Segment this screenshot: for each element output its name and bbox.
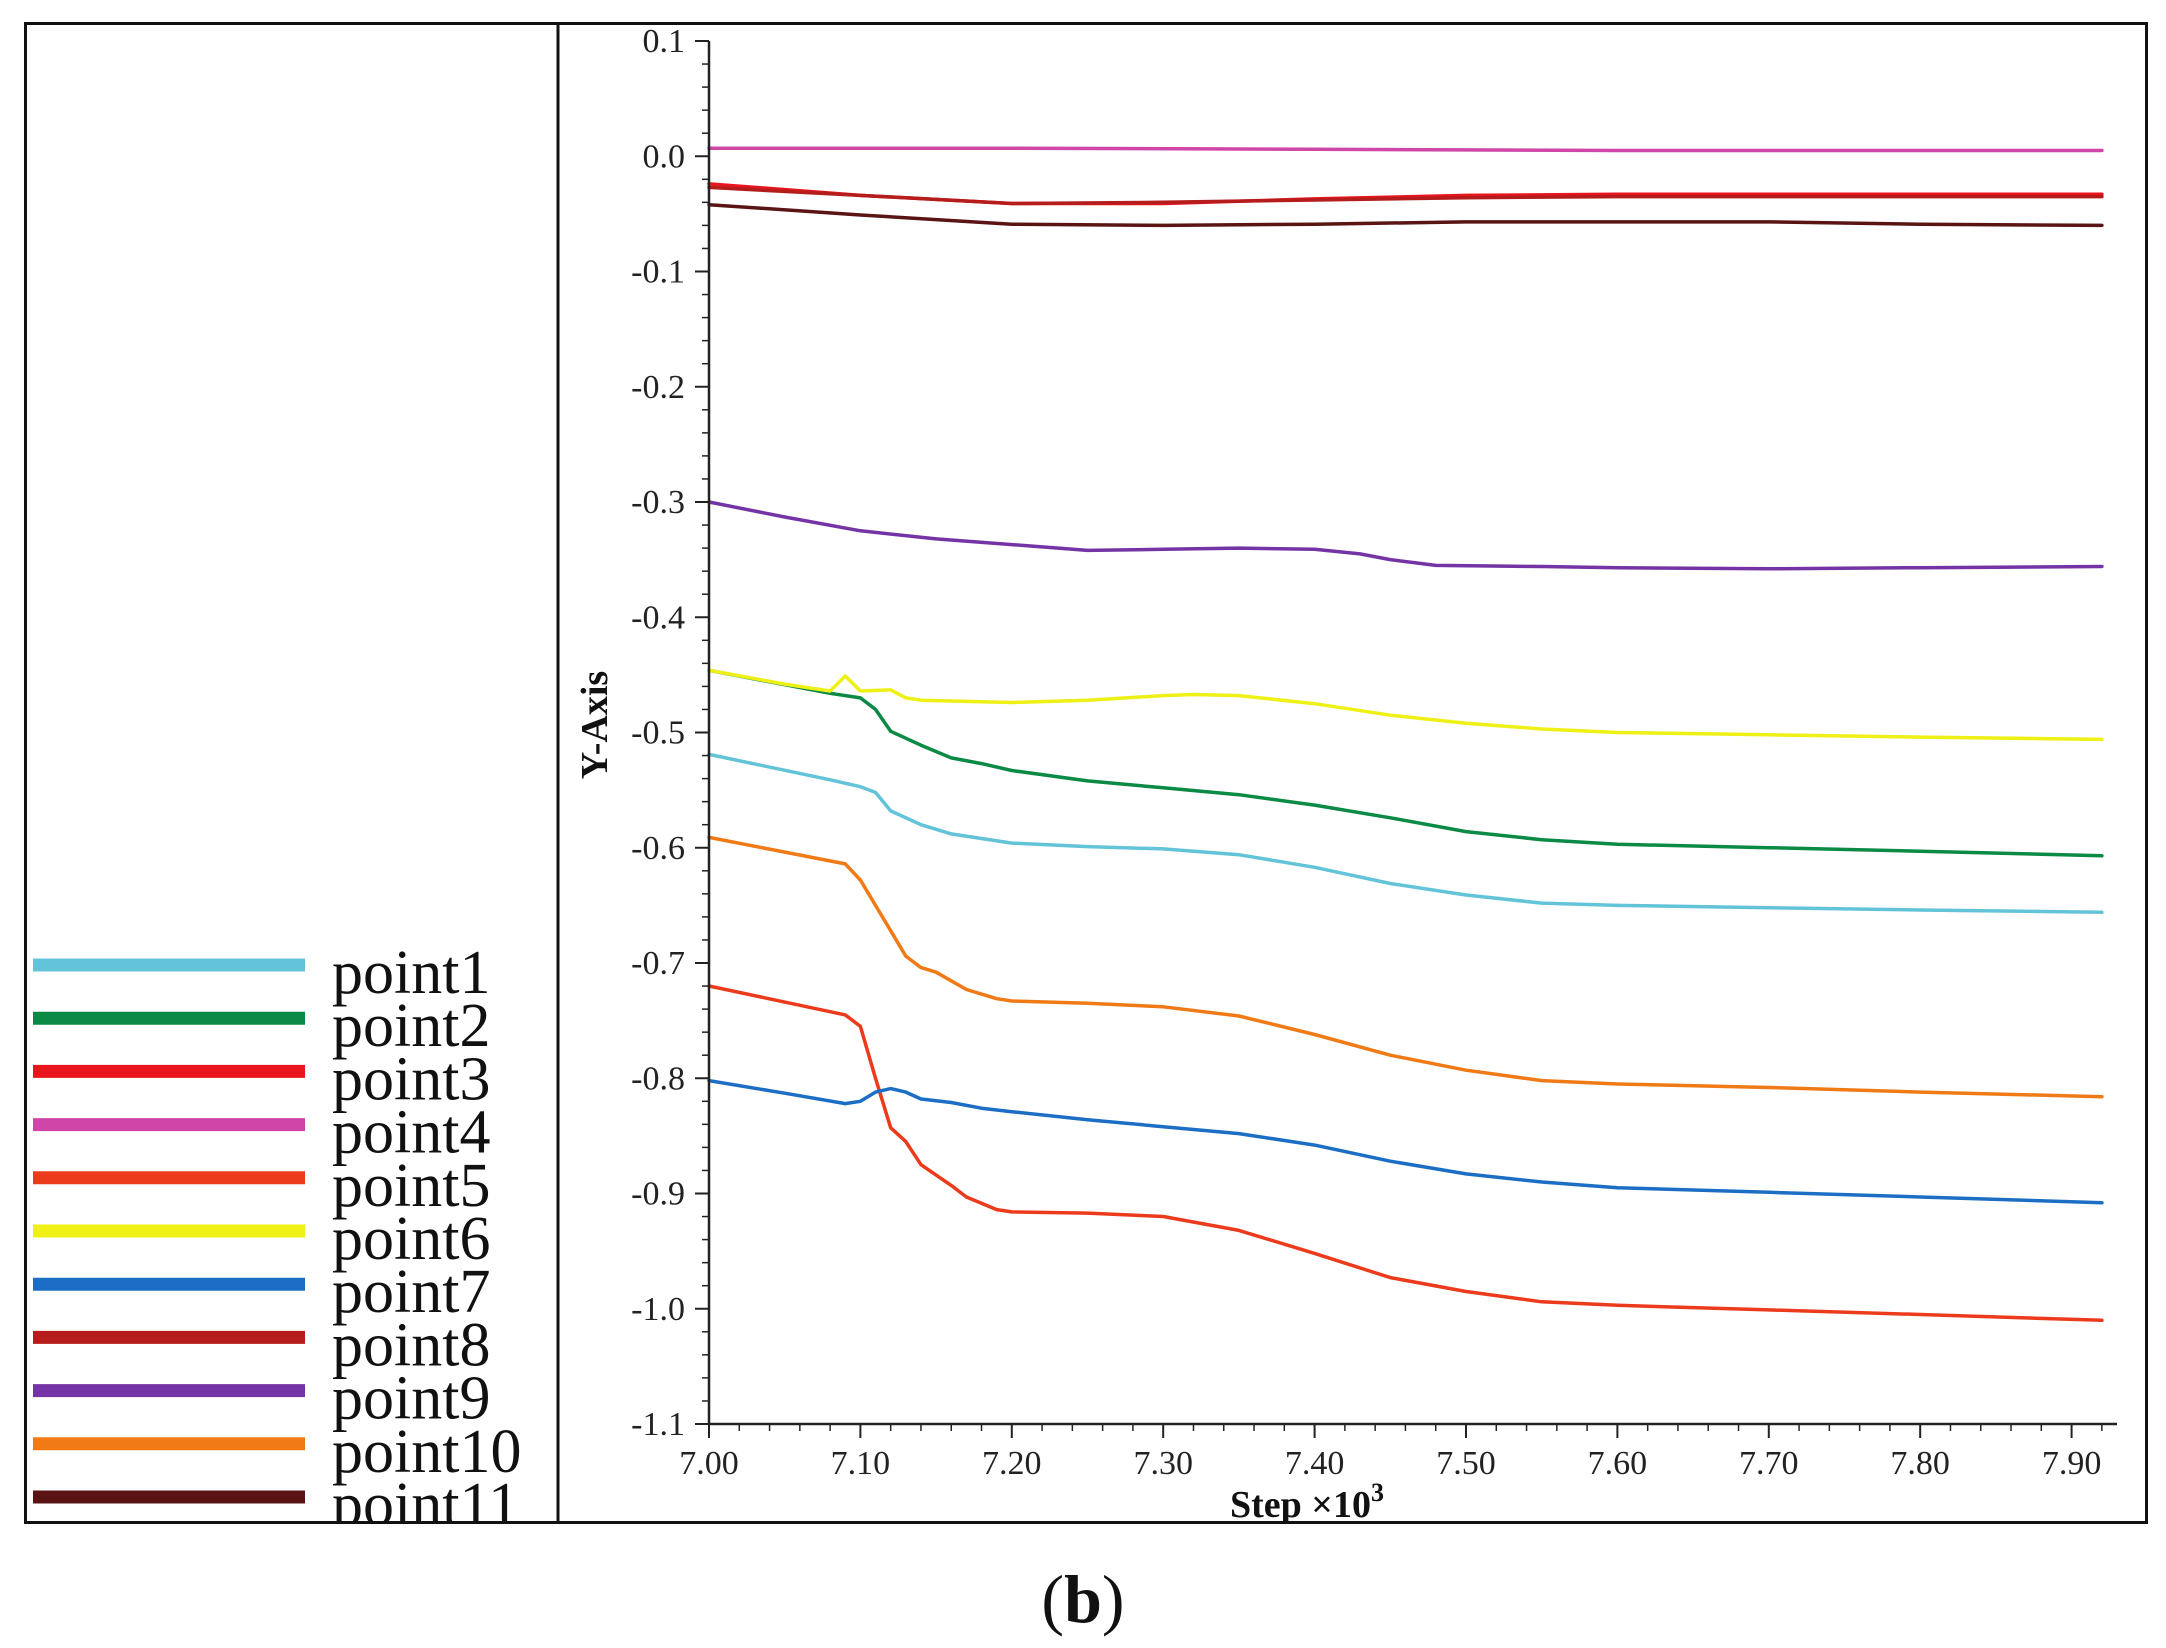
legend-label-point8: point8 [332,1311,490,1379]
y-tick-label: -1.1 [631,1406,685,1443]
y-tick-label: 0.0 [643,138,686,175]
y-tick-label: 0.1 [643,25,686,60]
x-tick-label: 7.80 [1890,1445,1950,1482]
legend-label-point11: point11 [332,1471,519,1521]
x-tick-label: 7.90 [2042,1445,2102,1482]
x-tick-label: 7.20 [982,1445,1042,1482]
x-axis-label-text: Step ×10 [1230,1484,1371,1521]
x-tick-label: 7.70 [1739,1445,1799,1482]
axes: 0.1 0.0 -0.1 -0.2 -0.3 -0.4 -0.5 -0.6 -0.7 -0.8 -0… [631,25,2117,1482]
series-line-point5 [707,984,2104,1323]
series-line-point4 [707,146,2104,153]
y-tick-label: -0.3 [631,484,685,521]
y-tick-label: -1.0 [631,1291,685,1328]
legend-label-point9: point9 [332,1365,490,1433]
legend: point1point2point3point4point5point6poin… [33,939,521,1521]
x-tick-label: 7.30 [1133,1445,1193,1482]
series-line-point6 [707,668,2104,742]
y-tick-label: -0.2 [631,369,685,406]
caption-close: ) [1101,1561,1125,1637]
series-line-point10 [707,835,2104,1099]
x-tick-label: 7.40 [1285,1445,1345,1482]
series-line-point11 [707,202,2104,228]
series-line-point3 [707,182,2104,206]
legend-label-point10: point10 [332,1418,521,1486]
legend-label-point4: point4 [332,1099,490,1167]
y-tick-label: -0.6 [631,830,685,867]
legend-label-point7: point7 [332,1258,490,1326]
y-tick-label: -0.4 [631,599,685,636]
legend-label-point6: point6 [332,1205,490,1273]
legend-label-point3: point3 [332,1045,490,1113]
x-tick-label: 7.60 [1588,1445,1648,1482]
chart: 0.1 0.0 -0.1 -0.2 -0.3 -0.4 -0.5 -0.6 -0.7 -0.8 -0… [33,25,2117,1521]
x-axis-label-superscript: 3 [1371,1478,1384,1507]
legend-label-point2: point2 [332,992,490,1060]
x-tick-label: 7.50 [1436,1445,1496,1482]
legend-label-point5: point5 [332,1152,490,1220]
series-line-point1 [707,752,2104,915]
series-line-point9 [707,500,2104,571]
y-tick-label: -0.7 [631,945,685,982]
x-tick-label: 7.10 [831,1445,891,1482]
caption-open: ( [1041,1561,1065,1637]
figure-frame: 0.1 0.0 -0.1 -0.2 -0.3 -0.4 -0.5 -0.6 -0.7 -0.8 -0… [24,22,2148,1524]
series-line-point7 [707,1078,2104,1205]
x-tick-label: 7.00 [679,1445,739,1482]
series-layer [707,146,2104,1323]
y-tick-label: -0.9 [631,1176,685,1213]
y-tick-label: -0.5 [631,715,685,752]
caption-letter: b [1064,1561,1102,1637]
legend-label-point1: point1 [332,939,490,1007]
x-axis-label: Step ×103 [1230,1478,1384,1521]
y-tick-label: -0.8 [631,1060,685,1097]
series-line-point2 [707,668,2104,858]
y-axis-label: Y-Axis [574,671,616,779]
series-line-point8 [707,185,2104,206]
panel-caption: (b) [0,1560,2166,1639]
y-tick-label: -0.1 [631,254,685,291]
